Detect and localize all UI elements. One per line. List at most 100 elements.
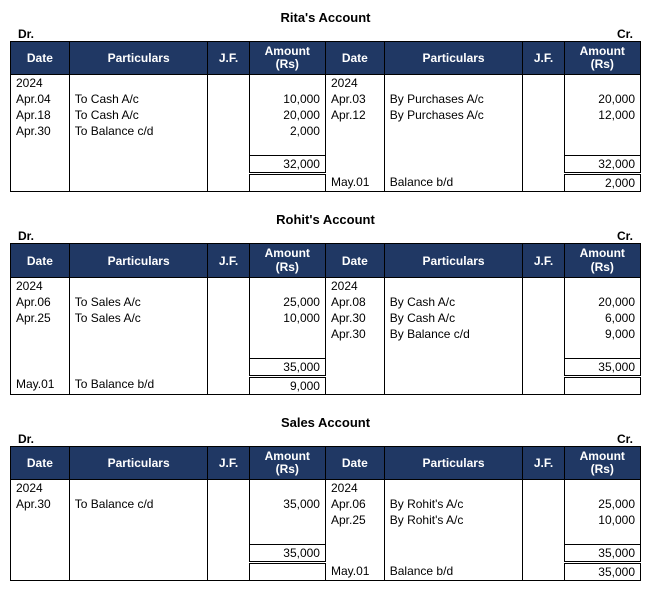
cell [249, 480, 325, 497]
cell [384, 75, 523, 92]
amount-cell: 10,000 [249, 310, 325, 326]
date-cell: Apr.03 [325, 91, 384, 107]
particulars-cell: By Purchases A/c [384, 107, 523, 123]
jf-cell [523, 174, 564, 192]
drcr-row: Dr. Cr. [10, 27, 641, 41]
amount-cell [249, 512, 325, 528]
cell [564, 480, 640, 497]
amount-cell [249, 326, 325, 342]
particulars-cell: To Balance b/d [69, 376, 208, 394]
date-cell: Apr.30 [325, 310, 384, 326]
particulars-cell [384, 123, 523, 139]
column-header-amount: Amount (Rs) [564, 244, 640, 277]
cell [208, 358, 249, 376]
cell [564, 277, 640, 294]
amount-cell: 25,000 [564, 496, 640, 512]
dr-label: Dr. [18, 27, 34, 41]
jf-cell [208, 123, 249, 139]
cell [69, 480, 208, 497]
jf-cell [208, 294, 249, 310]
date-cell: May.01 [325, 563, 384, 581]
total-cell: 32,000 [564, 156, 640, 174]
column-header-date: Date [325, 446, 384, 479]
particulars-cell: By Rohit's A/c [384, 496, 523, 512]
cell [564, 528, 640, 545]
drcr-row: Dr.Cr. [10, 432, 641, 446]
jf-cell [208, 310, 249, 326]
year-cell: 2024 [11, 480, 70, 497]
cell [208, 139, 249, 156]
cell [69, 528, 208, 545]
jf-cell [208, 91, 249, 107]
column-header-jf: J.F. [523, 42, 564, 75]
column-header-date: Date [11, 446, 70, 479]
column-header-jf: J.F. [208, 42, 249, 75]
date-cell [325, 123, 384, 139]
cell [384, 277, 523, 294]
cell [11, 358, 70, 376]
column-header-jf: J.F. [523, 244, 564, 277]
particulars-cell: To Sales A/c [69, 294, 208, 310]
cell [249, 277, 325, 294]
jf-cell [523, 563, 564, 581]
cell [523, 342, 564, 359]
particulars-cell [69, 512, 208, 528]
cell [11, 528, 70, 545]
date-cell [11, 512, 70, 528]
amount-cell: 2,000 [564, 174, 640, 192]
cell [69, 277, 208, 294]
cell [523, 75, 564, 92]
amount-cell: 2,000 [249, 123, 325, 139]
jf-cell [523, 123, 564, 139]
cell [384, 480, 523, 497]
cell [325, 156, 384, 174]
amount-cell: 20,000 [564, 294, 640, 310]
amount-cell [564, 123, 640, 139]
cell [564, 342, 640, 359]
amount-cell: 10,000 [564, 512, 640, 528]
column-header-particulars: Particulars [384, 42, 523, 75]
cell [384, 528, 523, 545]
date-cell: Apr.08 [325, 294, 384, 310]
cell [208, 75, 249, 92]
date-cell: May.01 [11, 376, 70, 394]
amount-cell [249, 174, 325, 192]
date-cell [11, 174, 70, 192]
column-header-date: Date [11, 42, 70, 75]
amount-cell: 10,000 [249, 91, 325, 107]
jf-cell [208, 107, 249, 123]
date-cell [11, 563, 70, 581]
cell [11, 156, 70, 174]
date-cell: Apr.30 [11, 123, 70, 139]
amount-cell: 25,000 [249, 294, 325, 310]
particulars-cell [69, 563, 208, 581]
jf-cell [208, 512, 249, 528]
jf-cell [208, 496, 249, 512]
particulars-cell: Balance b/d [384, 563, 523, 581]
amount-cell: 20,000 [564, 91, 640, 107]
jf-cell [523, 107, 564, 123]
cell [208, 277, 249, 294]
account-block: Sales AccountDr.Cr.DateParticularsJ.F.Am… [10, 415, 641, 581]
cell [523, 277, 564, 294]
year-cell: 2024 [325, 75, 384, 92]
cr-label: Cr. [617, 27, 633, 41]
account-title: Rohit's Account [10, 212, 641, 227]
year-cell: 2024 [11, 277, 70, 294]
cr-label: Cr. [617, 229, 633, 243]
jf-cell [208, 563, 249, 581]
particulars-cell: To Cash A/c [69, 91, 208, 107]
cell [69, 156, 208, 174]
amount-cell [249, 563, 325, 581]
date-cell [11, 326, 70, 342]
total-cell: 35,000 [249, 358, 325, 376]
date-cell: Apr.25 [11, 310, 70, 326]
jf-cell [523, 376, 564, 394]
jf-cell [208, 376, 249, 394]
cell [249, 342, 325, 359]
jf-cell [523, 310, 564, 326]
year-cell: 2024 [11, 75, 70, 92]
cell [208, 156, 249, 174]
cr-label: Cr. [617, 432, 633, 446]
column-header-particulars: Particulars [384, 244, 523, 277]
